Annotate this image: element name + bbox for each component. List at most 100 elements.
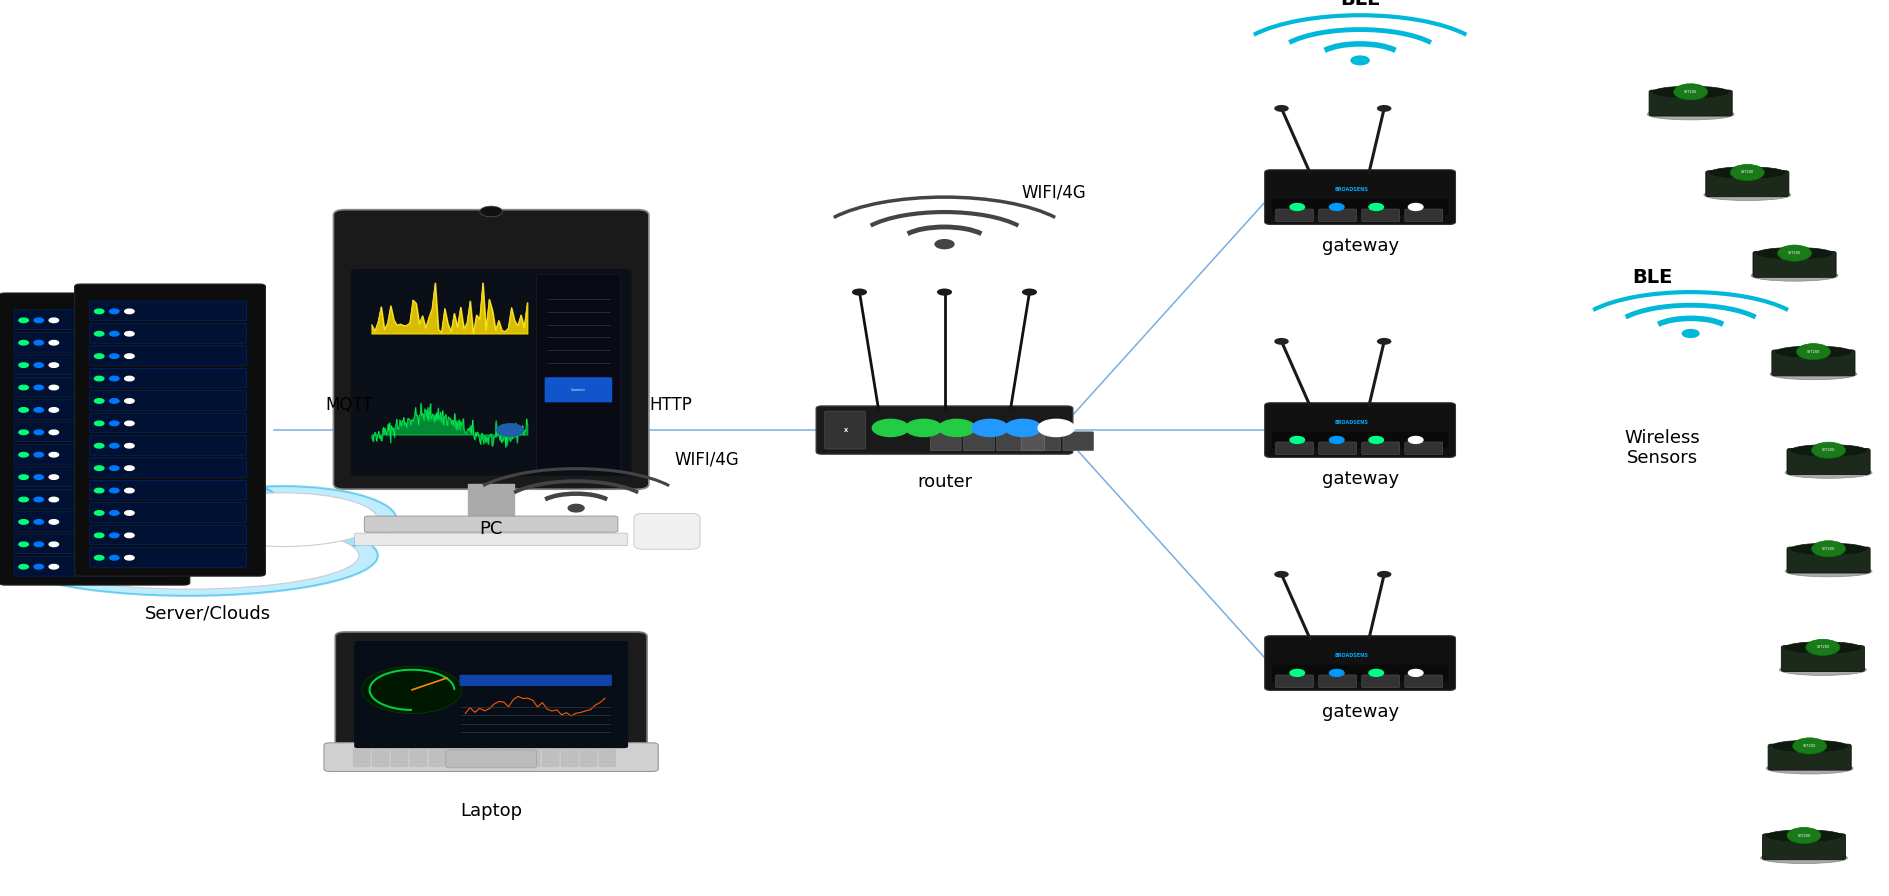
Ellipse shape — [1776, 346, 1851, 358]
Circle shape — [34, 318, 43, 323]
FancyBboxPatch shape — [429, 761, 446, 766]
Circle shape — [19, 452, 28, 457]
Text: BROADSENS: BROADSENS — [1334, 653, 1368, 659]
Circle shape — [1275, 105, 1288, 112]
FancyBboxPatch shape — [91, 323, 246, 343]
Circle shape — [125, 309, 134, 314]
Circle shape — [1787, 828, 1821, 844]
FancyBboxPatch shape — [542, 754, 559, 760]
FancyBboxPatch shape — [561, 748, 578, 754]
Text: SYT200: SYT200 — [1821, 547, 1836, 551]
Text: SYT200: SYT200 — [1815, 645, 1830, 650]
FancyBboxPatch shape — [1787, 448, 1870, 475]
Ellipse shape — [1766, 830, 1842, 841]
Ellipse shape — [0, 497, 170, 569]
Circle shape — [94, 376, 104, 381]
FancyBboxPatch shape — [1275, 675, 1313, 687]
Text: SYT200: SYT200 — [1796, 833, 1812, 838]
Circle shape — [34, 520, 43, 524]
Circle shape — [49, 475, 59, 479]
Circle shape — [49, 363, 59, 367]
FancyBboxPatch shape — [1266, 170, 1456, 224]
Ellipse shape — [1766, 762, 1853, 774]
FancyBboxPatch shape — [635, 513, 701, 549]
Ellipse shape — [1770, 368, 1857, 380]
Text: gateway: gateway — [1322, 237, 1398, 255]
Circle shape — [125, 511, 134, 515]
Circle shape — [19, 475, 28, 479]
Circle shape — [852, 289, 867, 296]
Circle shape — [19, 408, 28, 412]
Circle shape — [935, 239, 954, 248]
Circle shape — [110, 399, 119, 403]
Circle shape — [125, 421, 134, 426]
FancyBboxPatch shape — [91, 413, 246, 433]
Circle shape — [1275, 571, 1288, 578]
FancyBboxPatch shape — [1405, 209, 1443, 221]
Text: Laptop: Laptop — [461, 802, 521, 820]
FancyBboxPatch shape — [353, 754, 370, 760]
FancyBboxPatch shape — [410, 761, 427, 766]
Ellipse shape — [19, 521, 359, 590]
Text: BLE: BLE — [1632, 268, 1674, 287]
FancyBboxPatch shape — [429, 748, 446, 754]
FancyBboxPatch shape — [1266, 403, 1456, 457]
Circle shape — [19, 363, 28, 367]
Circle shape — [110, 354, 119, 358]
FancyBboxPatch shape — [91, 525, 246, 545]
Text: SYT200: SYT200 — [1740, 170, 1755, 175]
Circle shape — [49, 564, 59, 569]
Circle shape — [94, 354, 104, 358]
Circle shape — [1290, 436, 1305, 444]
Circle shape — [125, 556, 134, 560]
FancyBboxPatch shape — [351, 269, 631, 476]
FancyBboxPatch shape — [580, 761, 597, 766]
FancyBboxPatch shape — [391, 754, 408, 760]
Circle shape — [1377, 105, 1392, 112]
FancyBboxPatch shape — [467, 748, 484, 754]
Circle shape — [1683, 330, 1698, 338]
Circle shape — [49, 497, 59, 502]
FancyBboxPatch shape — [1064, 432, 1094, 451]
FancyBboxPatch shape — [91, 547, 246, 567]
Circle shape — [110, 556, 119, 560]
Circle shape — [94, 444, 104, 448]
Ellipse shape — [1761, 852, 1847, 864]
Text: HTTP: HTTP — [650, 396, 691, 414]
Ellipse shape — [0, 504, 151, 563]
Circle shape — [125, 332, 134, 336]
Ellipse shape — [1751, 270, 1838, 281]
Text: Connect: Connect — [570, 388, 586, 392]
Text: Server/Clouds: Server/Clouds — [145, 605, 270, 623]
Text: SYT200: SYT200 — [1787, 251, 1802, 255]
FancyBboxPatch shape — [355, 641, 629, 748]
Circle shape — [1370, 669, 1383, 676]
Circle shape — [19, 340, 28, 345]
Circle shape — [110, 511, 119, 515]
FancyBboxPatch shape — [963, 432, 994, 451]
Circle shape — [1275, 338, 1288, 345]
FancyBboxPatch shape — [825, 411, 865, 449]
FancyBboxPatch shape — [353, 761, 370, 766]
Ellipse shape — [1647, 108, 1734, 120]
Circle shape — [49, 340, 59, 345]
Circle shape — [34, 430, 43, 435]
Circle shape — [94, 332, 104, 336]
Circle shape — [1330, 669, 1345, 676]
FancyBboxPatch shape — [1022, 432, 1045, 451]
Circle shape — [1796, 344, 1830, 359]
Ellipse shape — [1785, 467, 1872, 478]
FancyBboxPatch shape — [580, 748, 597, 754]
FancyBboxPatch shape — [504, 748, 521, 754]
FancyBboxPatch shape — [459, 675, 612, 686]
FancyBboxPatch shape — [1762, 833, 1846, 860]
FancyBboxPatch shape — [1781, 645, 1864, 672]
FancyBboxPatch shape — [561, 761, 578, 766]
Circle shape — [1351, 56, 1370, 65]
Circle shape — [1806, 640, 1840, 656]
FancyBboxPatch shape — [485, 754, 502, 760]
FancyBboxPatch shape — [355, 533, 627, 546]
Circle shape — [125, 533, 134, 538]
Ellipse shape — [1779, 664, 1866, 676]
Circle shape — [1377, 338, 1392, 345]
